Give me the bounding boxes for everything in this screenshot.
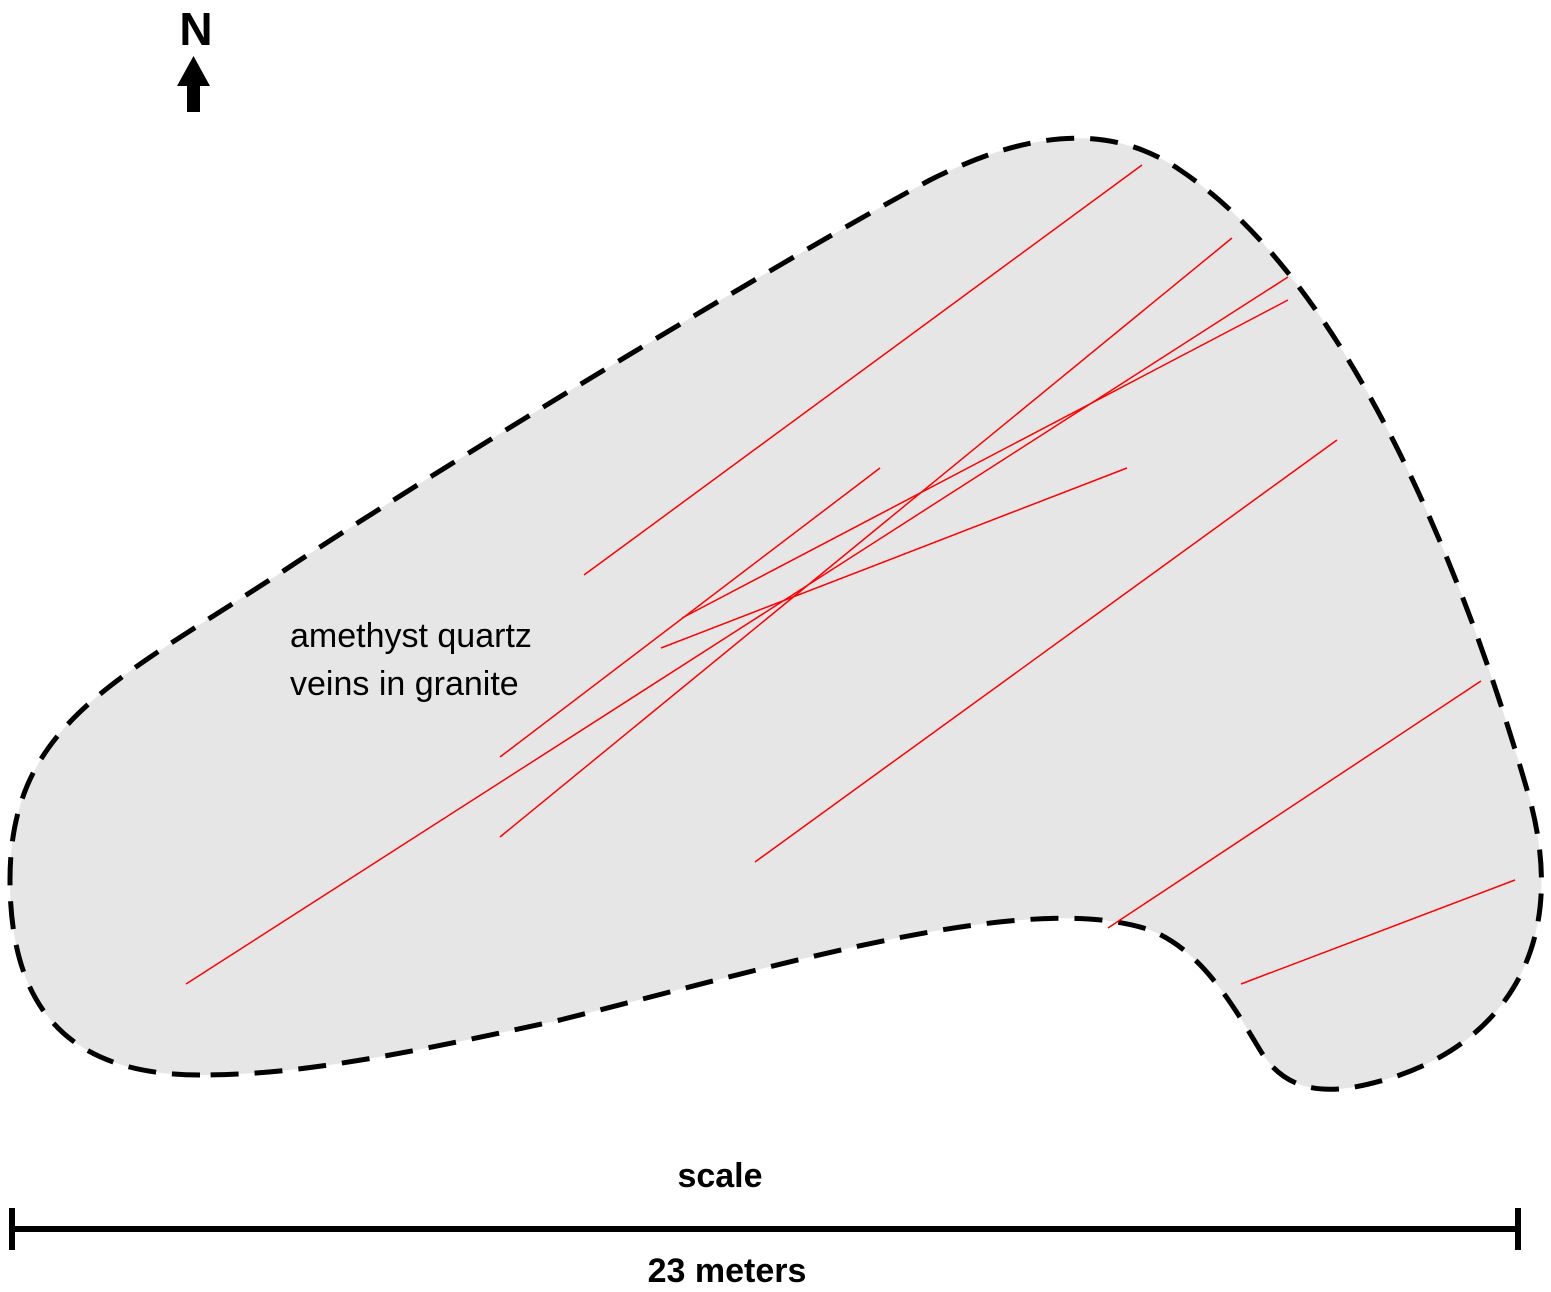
outcrop-label-line-2: veins in granite: [290, 665, 519, 703]
outcrop-label-line-1: amethyst quartz: [290, 617, 532, 655]
vein: [754, 439, 1338, 863]
outcrop-area: [7, 135, 1544, 1092]
vein: [660, 467, 1128, 649]
vein: [1240, 879, 1516, 985]
vein: [499, 237, 1233, 838]
vein: [583, 164, 1143, 576]
vein: [1107, 680, 1482, 929]
scale-title: scale: [677, 1157, 763, 1195]
scale-value: 23 meters: [647, 1252, 807, 1290]
north-label: N: [179, 3, 213, 55]
scale-bar: [9, 1208, 1521, 1250]
outcrop-label: amethyst quartz veins in granite: [290, 612, 532, 708]
vein: [681, 299, 1289, 619]
vein-set: [185, 164, 1516, 985]
vein: [499, 467, 881, 758]
north-arrow-icon: [177, 56, 210, 112]
vein: [185, 276, 1289, 985]
